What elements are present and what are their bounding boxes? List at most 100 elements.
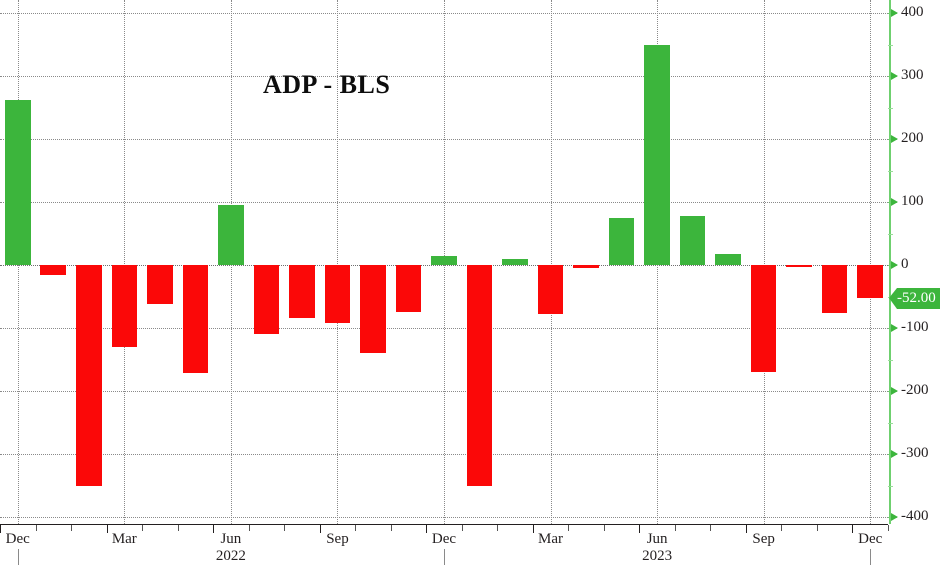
bar <box>537 265 564 315</box>
x-tick-label: Mar <box>112 531 137 548</box>
y-tick-minor <box>888 170 893 172</box>
bar <box>644 44 670 265</box>
x-tick <box>462 525 463 531</box>
y-tick-label: 200 <box>901 130 924 146</box>
bar <box>431 255 457 265</box>
bar <box>111 265 138 347</box>
chart-title: ADP - BLS <box>263 70 391 99</box>
x-tick <box>36 525 37 531</box>
y-tick-label: 400 <box>901 4 924 20</box>
gridline-v-15 <box>551 0 552 524</box>
y-tick-minor <box>888 359 893 361</box>
bar <box>750 265 777 373</box>
x-tick-month: Dec <box>858 531 883 547</box>
x-tick <box>71 525 72 531</box>
y-tick-minor <box>888 233 893 235</box>
x-tick <box>888 525 889 531</box>
x-tick-year: 2023 <box>642 548 673 565</box>
x-tick-month: Mar <box>111 531 137 547</box>
x-tick-year: 2022 <box>215 548 246 565</box>
bar <box>466 265 493 486</box>
y-axis-line <box>889 0 891 524</box>
y-tick-arrow-icon <box>891 513 898 521</box>
bar <box>715 253 741 265</box>
x-tick <box>852 525 853 533</box>
y-tick-label: 300 <box>901 67 924 83</box>
x-tick <box>710 525 711 531</box>
x-tick <box>817 525 818 531</box>
bar <box>147 265 173 305</box>
bar <box>502 258 528 265</box>
x-tick <box>284 525 285 531</box>
x-tick-label: Jun 2023 <box>642 531 672 566</box>
bar <box>289 265 315 318</box>
bar <box>253 265 280 335</box>
x-tick-label: Mar <box>538 531 563 548</box>
x-tick <box>320 525 321 533</box>
y-axis: 400 300 200 100 0 -100 -200 -300 -400 <box>888 0 941 524</box>
y-tick-label: -100 <box>901 319 929 335</box>
x-tick <box>675 525 676 531</box>
y-tick-arrow-icon <box>891 261 898 269</box>
x-tick-label: Sep <box>752 531 775 548</box>
x-tick <box>178 525 179 531</box>
bar-series <box>4 44 883 486</box>
y-tick-arrow-icon <box>891 450 898 458</box>
bar <box>360 265 386 354</box>
x-tick <box>107 525 108 533</box>
x-tick <box>568 525 569 531</box>
x-tick-label: Jun 2022 <box>216 531 246 566</box>
y-tick-minor <box>888 485 893 487</box>
marker-value-label: -52.00 <box>897 287 940 309</box>
bar <box>324 265 351 323</box>
x-axis-year-separator <box>18 549 19 565</box>
bar <box>857 265 883 298</box>
x-tick-label: Dec <box>432 531 456 548</box>
x-tick <box>391 525 392 531</box>
gridline-v-9 <box>337 0 338 524</box>
y-tick-arrow-icon <box>891 324 898 332</box>
bar <box>679 215 706 265</box>
gridline-v-21 <box>764 0 765 524</box>
y-tick-minor <box>888 44 893 46</box>
gridline-v-3 <box>124 0 125 524</box>
x-tick-month: Jun <box>220 531 242 547</box>
x-tick-label: Dec <box>6 531 30 548</box>
gridline-v-24 <box>870 0 871 524</box>
x-tick-month: Mar <box>538 531 564 547</box>
bar <box>4 99 31 265</box>
x-tick-label: Sep <box>326 531 349 548</box>
plot-area <box>0 0 888 524</box>
x-tick <box>213 525 214 533</box>
marker-arrow-icon <box>889 287 897 309</box>
x-axis-line <box>0 524 888 525</box>
bar <box>76 265 102 486</box>
y-tick-label: 100 <box>901 193 924 209</box>
x-tick <box>781 525 782 531</box>
bar <box>786 265 812 267</box>
x-tick <box>639 525 640 533</box>
last-value-marker: -52.00 <box>889 287 940 309</box>
x-axis: Dec Mar Jun 2022 Sep Dec Mar Jun 2023 Sep Dec <box>0 524 889 566</box>
y-tick-label: -200 <box>901 382 929 398</box>
x-tick <box>355 525 356 531</box>
x-axis-year-separator <box>870 549 871 565</box>
x-tick <box>249 525 250 531</box>
bar <box>821 265 848 313</box>
x-tick-month: Dec <box>5 531 30 547</box>
x-tick <box>533 525 534 533</box>
bar <box>608 217 635 265</box>
y-tick-arrow-icon <box>891 135 898 143</box>
x-tick <box>142 525 143 531</box>
x-tick-month: Dec <box>431 531 457 547</box>
x-tick <box>497 525 498 531</box>
bar <box>40 265 67 276</box>
bar <box>218 205 244 265</box>
y-tick-arrow-icon <box>891 9 898 17</box>
x-tick-month: Jun <box>646 531 668 547</box>
y-tick-label: 0 <box>901 256 909 272</box>
y-tick-label: -400 <box>901 508 929 524</box>
bar <box>573 265 599 269</box>
x-tick <box>746 525 747 533</box>
